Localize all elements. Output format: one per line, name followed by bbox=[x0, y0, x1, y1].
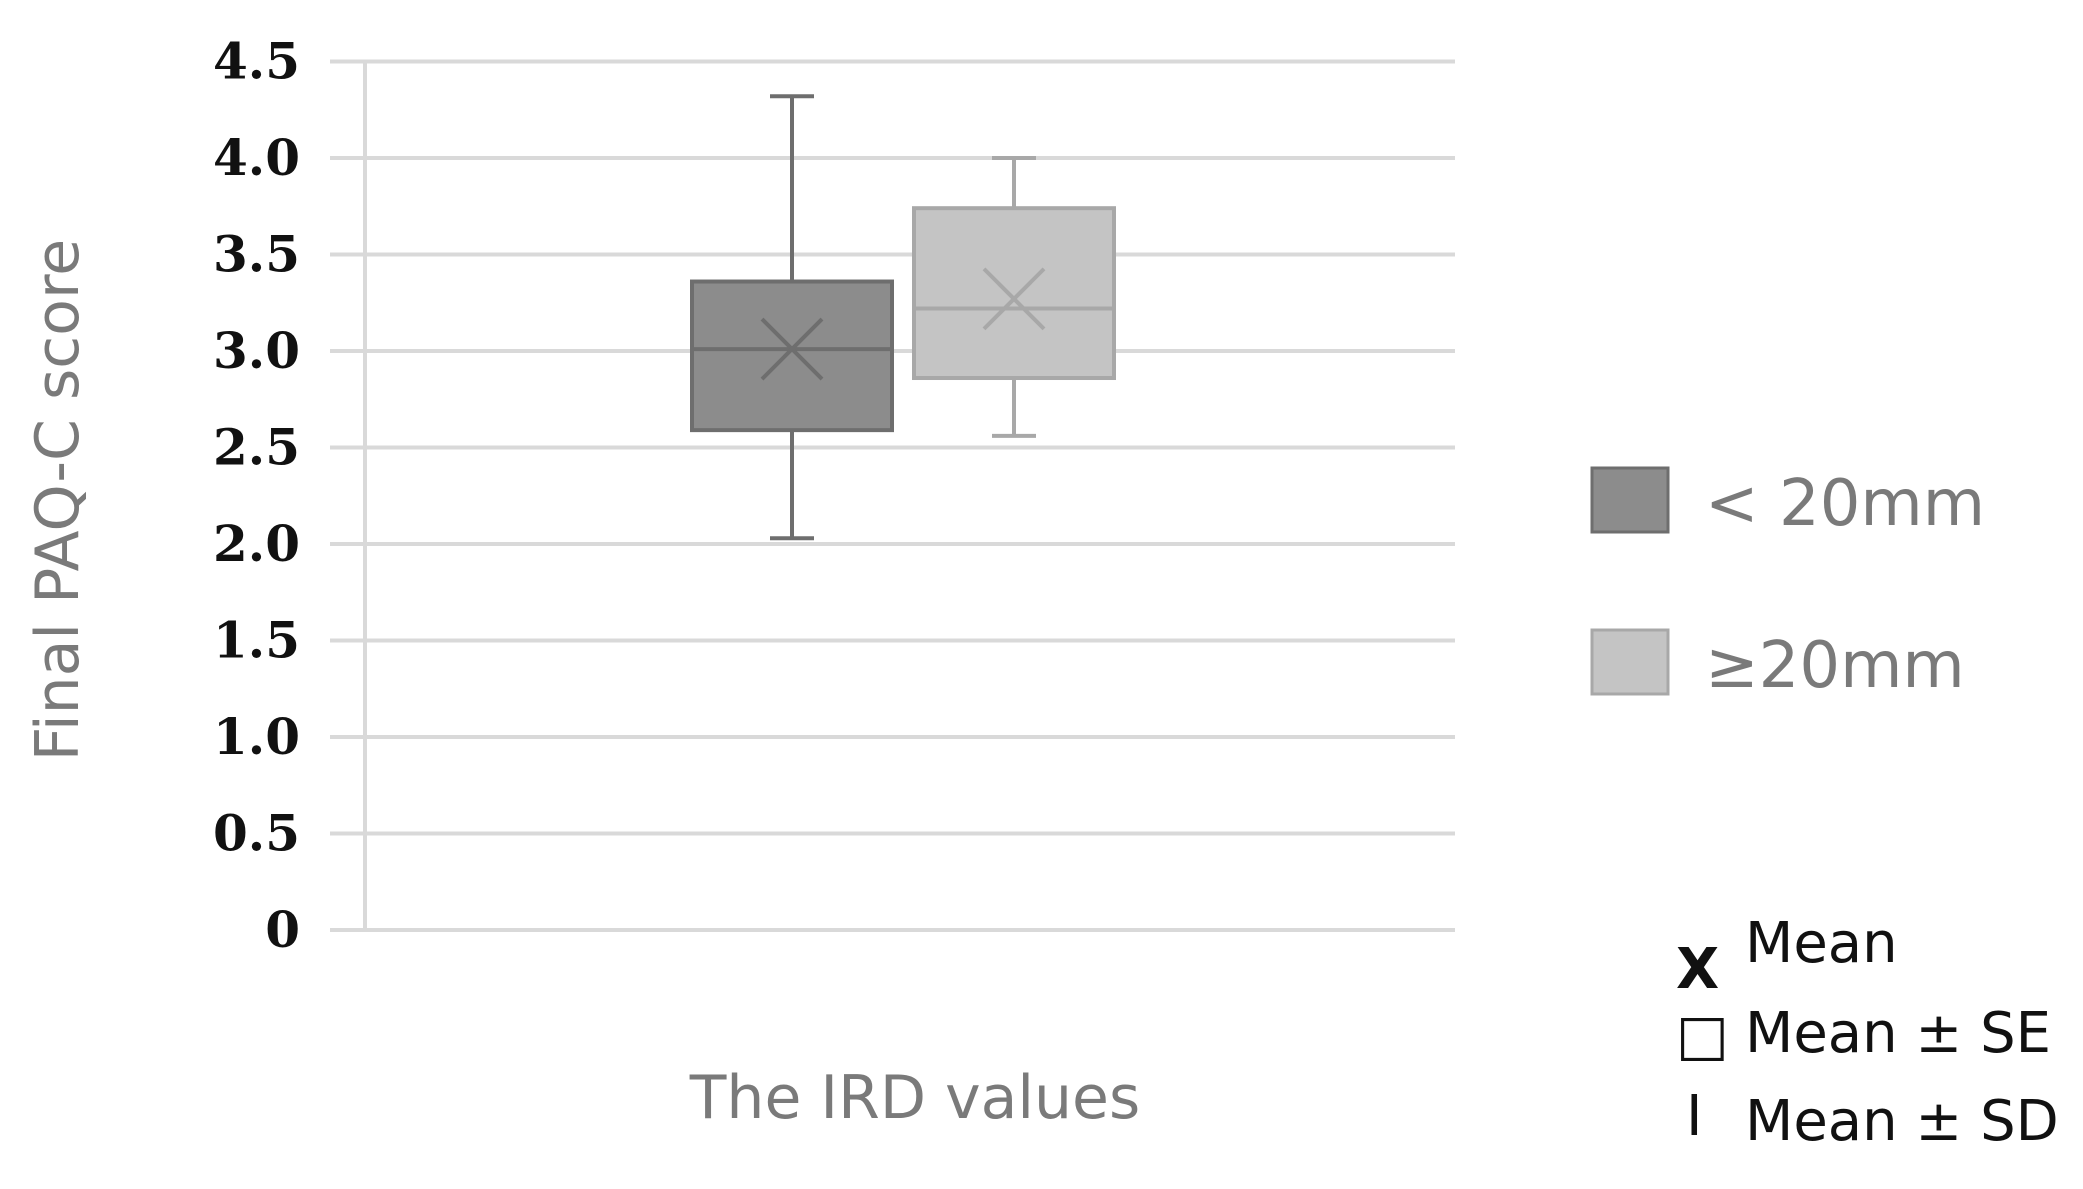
y-axis-title: Final PAQ-C score bbox=[23, 239, 93, 761]
x-axis-title: The IRD values bbox=[689, 1063, 1140, 1133]
y-tick-labels: 0 0.5 1.0 1.5 2.0 2.5 3.0 3.5 4.0 4.5 bbox=[213, 32, 300, 960]
legend: < 20mm ≥20mm bbox=[1590, 466, 1985, 703]
key-symbol-mean: X bbox=[1676, 937, 1719, 1002]
y-tick-label: 4.5 bbox=[213, 32, 300, 91]
legend-label-ge20: ≥20mm bbox=[1705, 629, 1965, 703]
legend-swatch-ge20 bbox=[1590, 628, 1670, 696]
y-tick-label: 1.0 bbox=[213, 707, 300, 766]
y-tick-label: 2.5 bbox=[213, 418, 300, 477]
legend-label-lt20: < 20mm bbox=[1705, 467, 1985, 541]
boxes bbox=[690, 94, 1116, 541]
y-tick-label: 2.0 bbox=[213, 514, 300, 573]
gridlines bbox=[330, 59, 1455, 932]
y-tick-label: 3.5 bbox=[213, 225, 300, 284]
legend-swatch-lt20 bbox=[1590, 466, 1670, 534]
symbol-key: X Mean □ Mean ± SE I Mean ± SD bbox=[1676, 911, 2059, 1154]
key-symbol-se: □ bbox=[1676, 1003, 1729, 1068]
box-body bbox=[912, 206, 1116, 381]
y-tick-label: 0 bbox=[265, 900, 300, 959]
box-body bbox=[690, 279, 894, 433]
key-label-se: Mean ± SE bbox=[1745, 1001, 2051, 1066]
key-label-mean: Mean bbox=[1745, 911, 1898, 976]
y-tick-label: 4.0 bbox=[213, 128, 300, 187]
box-lt20 bbox=[690, 94, 894, 541]
y-tick-label: 3.0 bbox=[213, 321, 300, 380]
y-tick-label: 0.5 bbox=[213, 804, 300, 863]
key-symbol-sd: I bbox=[1686, 1084, 1703, 1149]
mean-marker bbox=[760, 317, 824, 381]
box-ge20 bbox=[912, 156, 1116, 438]
y-tick-label: 1.5 bbox=[213, 611, 300, 670]
mean-marker bbox=[982, 267, 1046, 331]
key-label-sd: Mean ± SD bbox=[1745, 1089, 2059, 1154]
